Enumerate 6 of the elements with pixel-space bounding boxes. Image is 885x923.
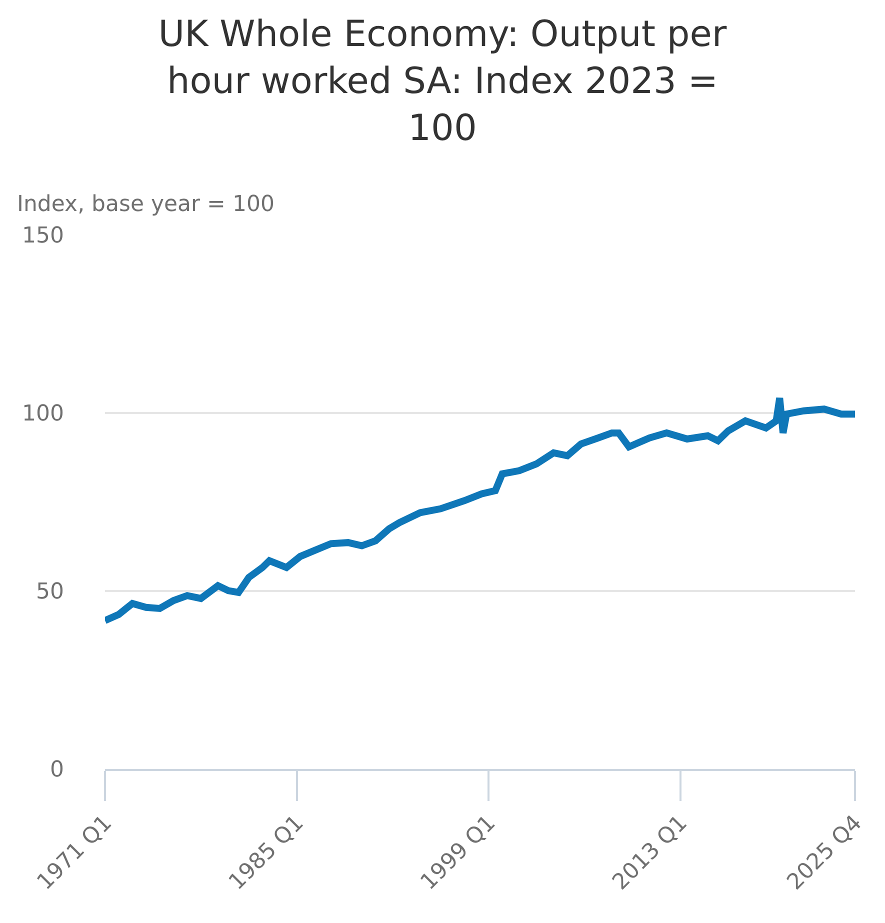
y-tick-label: 50 (36, 580, 64, 605)
y-tick-label: 100 (22, 402, 64, 427)
y-tick-label: 0 (50, 758, 64, 783)
chart-title: UK Whole Economy: Output per hour worked SA: Index 2023 = 100 (158, 14, 727, 149)
y-tick-label: 150 (22, 224, 64, 249)
y-axis-title: Index, base year = 100 (17, 192, 274, 217)
